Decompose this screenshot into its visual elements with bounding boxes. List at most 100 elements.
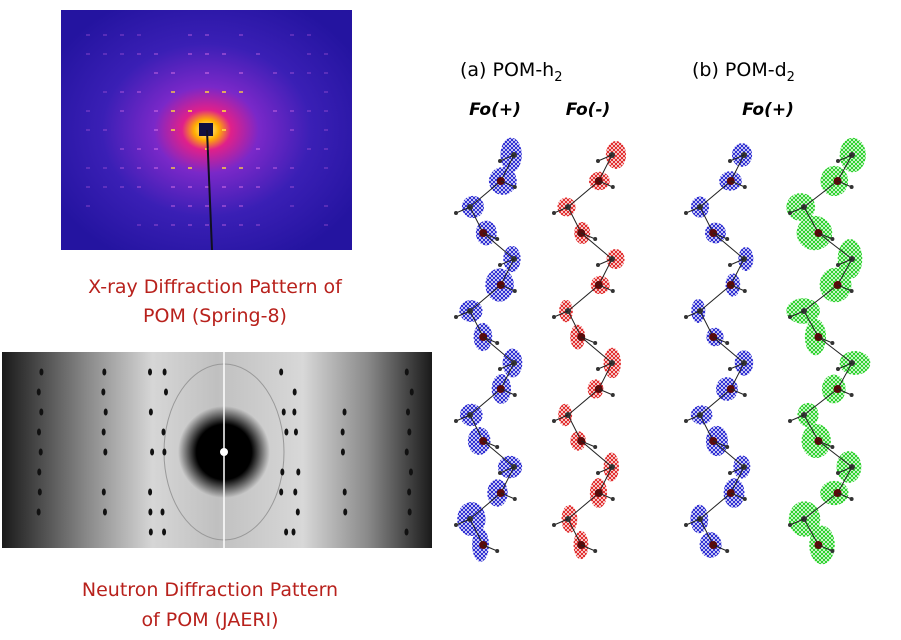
spot xyxy=(292,408,297,416)
spot xyxy=(307,53,311,55)
spot xyxy=(102,508,107,516)
bond xyxy=(729,466,745,474)
atom xyxy=(454,523,458,527)
atom xyxy=(498,263,502,267)
atom xyxy=(788,315,792,319)
bond xyxy=(713,440,728,448)
spot xyxy=(407,508,412,516)
bond xyxy=(553,310,569,318)
spot xyxy=(408,468,413,476)
bond xyxy=(837,466,853,474)
spot xyxy=(120,167,124,169)
spot xyxy=(324,53,328,55)
spot xyxy=(137,91,141,93)
atom xyxy=(684,523,688,527)
atom xyxy=(725,445,730,449)
spot xyxy=(120,110,124,112)
caption-line: of POM (JAERI) xyxy=(141,609,278,631)
spot xyxy=(406,408,411,416)
caption-line: Neutron Diffraction Pattern xyxy=(82,579,338,601)
atom xyxy=(728,159,732,163)
atom xyxy=(610,185,615,189)
spot xyxy=(292,388,297,396)
spot xyxy=(324,110,328,112)
spot xyxy=(340,448,345,456)
bond xyxy=(597,362,613,370)
spot xyxy=(343,508,348,516)
spot xyxy=(154,72,158,74)
spot xyxy=(307,148,311,150)
spot xyxy=(222,53,226,55)
spot xyxy=(36,388,41,396)
atom xyxy=(836,159,840,163)
spot xyxy=(171,129,175,131)
density xyxy=(606,248,625,270)
bond xyxy=(500,180,515,188)
atom xyxy=(849,497,854,501)
spot xyxy=(162,448,167,456)
bond xyxy=(685,518,701,526)
bond xyxy=(598,388,613,396)
bond xyxy=(483,440,498,448)
spot xyxy=(101,488,106,496)
bond xyxy=(581,336,596,344)
bond xyxy=(685,414,701,422)
spot xyxy=(148,508,153,516)
atom xyxy=(596,263,600,267)
spot xyxy=(404,448,409,456)
spot xyxy=(256,224,260,226)
spot xyxy=(154,53,158,55)
bond xyxy=(483,232,498,240)
bond xyxy=(598,284,613,292)
spot xyxy=(86,205,90,207)
spot xyxy=(162,368,167,376)
bond xyxy=(789,206,805,214)
atom xyxy=(728,263,732,267)
label-text: (a) POM-h xyxy=(460,59,554,81)
spot xyxy=(284,528,289,536)
atom xyxy=(684,419,688,423)
spot xyxy=(324,167,328,169)
spot xyxy=(407,488,412,496)
atom xyxy=(495,237,500,241)
spot xyxy=(103,167,107,169)
atom xyxy=(610,393,615,397)
atom xyxy=(495,549,500,553)
bond xyxy=(483,544,498,552)
spot xyxy=(279,368,284,376)
spot xyxy=(137,34,141,36)
spot xyxy=(161,428,166,436)
spot xyxy=(273,110,277,112)
spot xyxy=(86,110,90,112)
spot xyxy=(307,110,311,112)
spot xyxy=(256,53,260,55)
spot xyxy=(39,368,44,376)
atom xyxy=(454,315,458,319)
spot xyxy=(154,110,158,112)
atom xyxy=(454,419,458,423)
spot xyxy=(86,53,90,55)
bond xyxy=(837,180,852,188)
spot xyxy=(137,186,141,188)
bond xyxy=(837,258,853,266)
atom xyxy=(788,211,792,215)
bond xyxy=(581,544,596,552)
spot xyxy=(239,186,243,188)
bond xyxy=(499,258,515,266)
spot xyxy=(307,72,311,74)
bond xyxy=(818,336,833,344)
spot xyxy=(188,34,192,36)
bond xyxy=(455,206,471,214)
atom xyxy=(830,237,835,241)
bond xyxy=(499,466,515,474)
spot xyxy=(324,72,328,74)
bond xyxy=(598,492,613,500)
bond xyxy=(713,232,728,240)
spot xyxy=(239,34,243,36)
spot xyxy=(281,408,286,416)
bond xyxy=(581,232,596,240)
spot xyxy=(154,224,158,226)
atom xyxy=(742,185,747,189)
atom xyxy=(512,289,517,293)
density xyxy=(497,455,523,479)
